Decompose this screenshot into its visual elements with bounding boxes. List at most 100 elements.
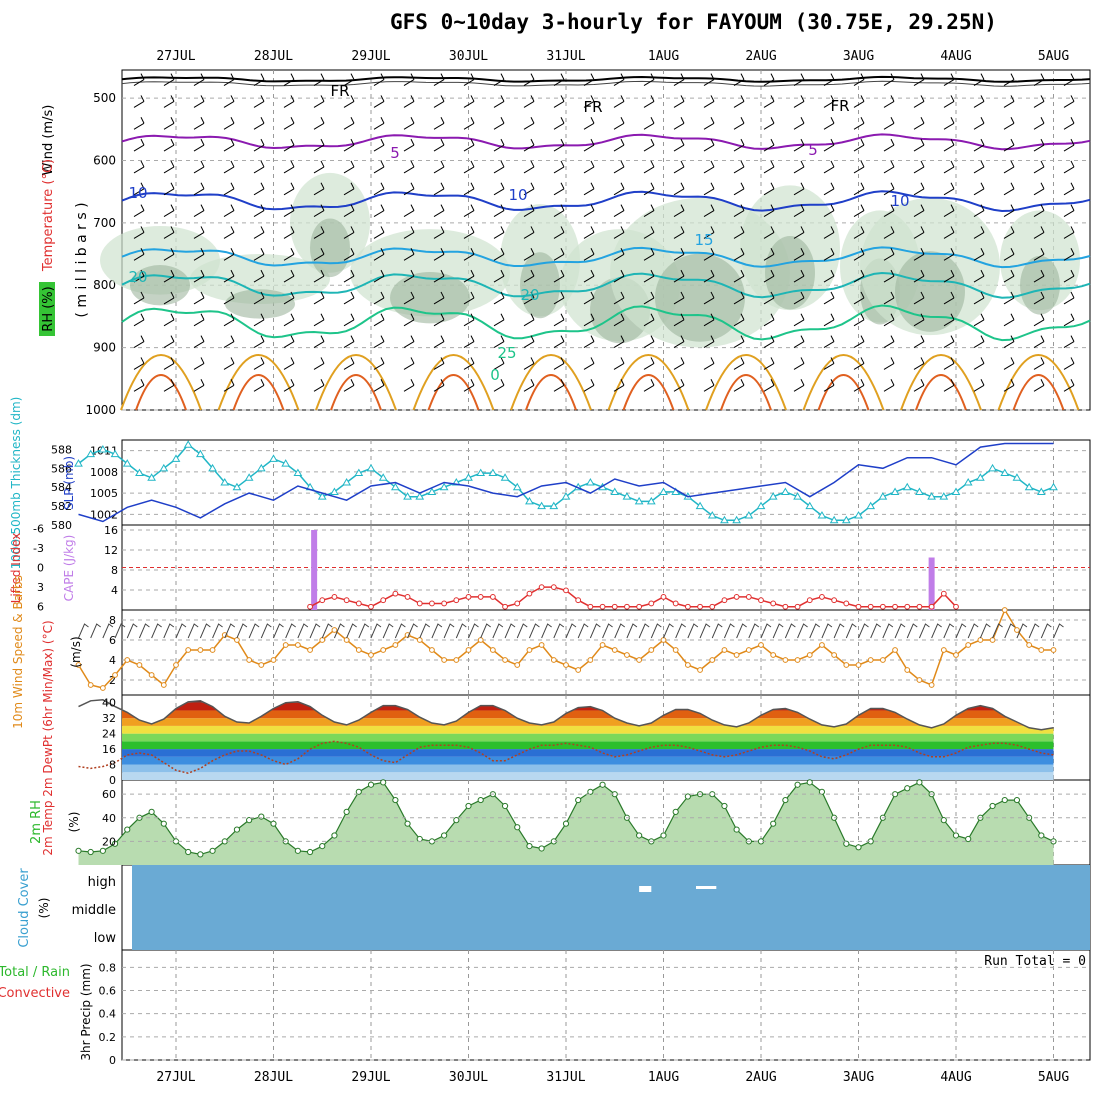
wind-barb: [913, 138, 925, 152]
wind-barb: [1003, 291, 1015, 305]
rh2m-point: [818, 788, 826, 795]
precip-tick: 0: [109, 1054, 116, 1067]
wind-barb: [793, 357, 805, 370]
rh2m-point: [124, 826, 131, 833]
page-title: GFS 0~10day 3-hourly for FAYOUM (30.75E,…: [390, 10, 997, 34]
wind-barb: [913, 291, 925, 305]
wind-barb: [133, 357, 145, 370]
rh2m-point: [367, 781, 375, 788]
lifted-index-line-point: [904, 603, 911, 610]
wind10-line-point: [307, 647, 313, 653]
wind-barb: [463, 269, 475, 283]
wind-barb: [853, 117, 865, 130]
wind-barb: [643, 379, 655, 392]
rh2m-point: [380, 779, 387, 786]
wind-barb: [253, 182, 265, 196]
thickness-line-point: [829, 515, 839, 524]
wind-barb: [643, 335, 655, 349]
thickness-line-point: [159, 463, 169, 472]
wind-barb: [343, 313, 355, 327]
freezing-level-contour: [121, 75, 1091, 83]
wind10-barb: [723, 623, 735, 639]
rh2m-point: [148, 808, 155, 815]
wind-barb: [703, 379, 715, 392]
wind-barb: [463, 117, 475, 130]
wind-barb: [973, 204, 985, 218]
wind10-barb: [1004, 623, 1016, 639]
wind-barb: [1063, 313, 1075, 327]
wind-barb: [493, 160, 505, 174]
wind10-line-point: [136, 662, 143, 668]
thickness-line-point: [1049, 482, 1058, 491]
wind-barb: [313, 291, 325, 305]
wind-barb: [703, 357, 715, 370]
wind-barb: [943, 95, 955, 108]
rh2m-point: [172, 838, 180, 845]
wind-barb: [403, 182, 415, 196]
wind-barb: [403, 73, 415, 87]
temp-band: [122, 756, 1054, 765]
wind-barb: [253, 138, 265, 152]
wind10-line-point: [965, 642, 972, 648]
wind-barb: [1003, 379, 1015, 392]
rh2m-point: [246, 817, 253, 824]
lifted-index-line-point: [575, 597, 582, 604]
wind-barb: [313, 313, 325, 327]
lifted-index-line-point: [879, 603, 886, 610]
wind-barb: [343, 291, 355, 305]
wind-barb: [913, 160, 925, 174]
wind-barb: [703, 182, 715, 196]
wind10-line-point: [867, 657, 874, 663]
wind-barb: [133, 204, 145, 218]
wind-barb: [673, 204, 685, 218]
wind-barb: [1003, 226, 1015, 239]
isotherm-35: [525, 374, 577, 411]
wind10-barb: [894, 623, 906, 639]
wind-barb: [343, 226, 355, 239]
lifted-index-line-point: [831, 597, 838, 604]
wind-barb: [973, 335, 985, 349]
wind-barb: [463, 248, 475, 261]
date-tick-top: 30JUL: [449, 49, 488, 64]
wind-barb: [223, 313, 235, 327]
temp-band: [122, 718, 1054, 726]
temp-band: [122, 749, 1054, 757]
wind-barb: [133, 73, 145, 87]
thickness-line-point: [293, 468, 303, 477]
wind-barb: [793, 204, 805, 218]
thickness-line-point: [378, 473, 388, 481]
wind-barb: [403, 313, 415, 327]
isotherm-30: [510, 354, 592, 411]
isotherm-20: [121, 271, 1091, 299]
date-tick-bottom: 28JUL: [254, 1070, 293, 1085]
wind10-line-point: [465, 647, 472, 653]
thickness-line-point: [147, 473, 156, 481]
lifted-index-line-point: [782, 603, 789, 610]
rh2m-tick: 40: [102, 812, 116, 825]
wind-barb: [613, 335, 625, 349]
rh2m-point: [1013, 796, 1021, 804]
thickness-line-point: [476, 468, 486, 477]
wind10-line-point: [660, 637, 667, 643]
wind-barb: [1003, 160, 1015, 174]
wind-barb: [913, 73, 925, 87]
wind10-line-point: [928, 682, 935, 688]
wind-barb: [253, 204, 265, 218]
wind-barb: [763, 95, 775, 108]
wind10-line-point: [246, 657, 253, 663]
date-tick-bottom: 2AUG: [745, 1070, 776, 1085]
wind-barb: [853, 95, 865, 108]
rh2m-point: [952, 832, 960, 839]
rh2m-tick: 20: [102, 835, 116, 848]
isotherm-35: [427, 374, 480, 411]
wind10-barb: [553, 623, 565, 639]
wind10-line-point: [758, 642, 764, 648]
wind-barb: [313, 226, 325, 239]
lifted-index-line-point: [855, 603, 862, 610]
thickness-line-point: [488, 468, 498, 477]
thickness-line-point: [756, 501, 766, 510]
wind-barb: [493, 335, 505, 349]
thickness-line-point: [781, 487, 790, 495]
wind-barb: [523, 160, 535, 174]
wind-barb: [733, 269, 745, 283]
